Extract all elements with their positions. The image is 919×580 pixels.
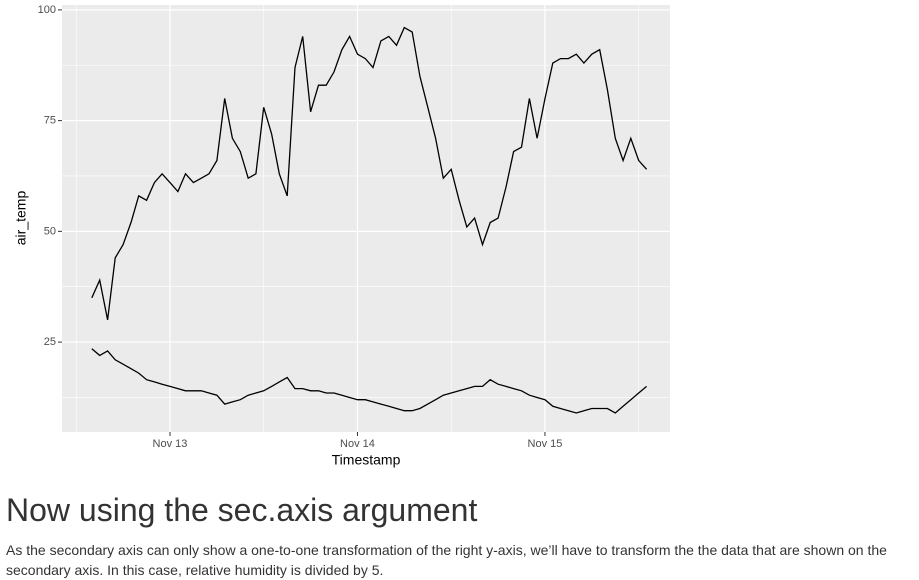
y-tick-label: 75 — [44, 115, 56, 127]
chart: air_temp Timestamp 25 50 75 100 Nov 13 Nov 14… — [13, 4, 670, 468]
data-line — [91, 348, 648, 414]
x-tick-label: Nov 15 — [528, 438, 563, 450]
y-tick-label: 100 — [38, 4, 56, 16]
heading: Now using the sec.axis argument — [6, 492, 478, 528]
x-axis-label: Timestamp — [332, 452, 401, 468]
y-tick-label: 25 — [44, 336, 56, 348]
data-line — [91, 26, 648, 321]
x-tick-label: Nov 13 — [153, 438, 188, 450]
y-axis-label: air_temp — [13, 191, 29, 246]
y-tick-label: 50 — [44, 225, 56, 237]
plot-panel — [62, 5, 670, 432]
paragraph: As the secondary axis can only show a on… — [6, 542, 887, 578]
x-tick-label: Nov 14 — [340, 438, 375, 450]
